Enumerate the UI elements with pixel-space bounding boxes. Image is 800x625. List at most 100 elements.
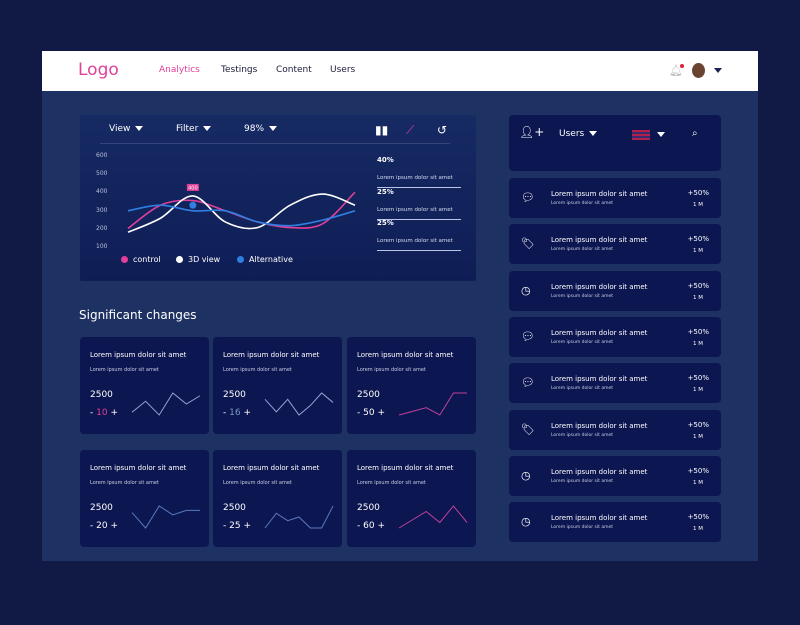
bar-chart-icon[interactable]: ▮▮ [375,123,389,137]
chart-card: View Filter 98% ▮▮ ⟋ ↺ 600 500 400 300 2… [80,115,476,281]
series-alternative [127,204,356,227]
decrement-button[interactable]: - [90,521,94,531]
change-card[interactable]: Lorem ipsum dolor sit amet Lorem ipsum d… [80,337,209,434]
card-subtitle: Lorem ipsum dolor sit amet [223,367,292,373]
change-card[interactable]: Lorem ipsum dolor sit amet Lorem ipsum d… [347,337,476,434]
list-item[interactable]: ◷ Lorem ipsum dolor sit amet Lorem ipsum… [509,270,721,311]
list-item[interactable]: 🏷︎ Lorem ipsum dolor sit amet Lorem ipsu… [509,224,721,265]
card-title: Lorem ipsum dolor sit amet [90,464,187,472]
row-subtitle: Lorem ipsum dolor sit amet [551,293,613,299]
tag-icon: 🏷︎ [521,422,535,436]
count: 50 [363,408,375,418]
count: 60 [363,521,375,531]
list-item[interactable]: 💬︎ Lorem ipsum dolor sit amet Lorem ipsu… [509,363,721,404]
increment-button[interactable]: + [243,521,251,531]
decrement-button[interactable]: - [90,408,94,418]
decrement-button[interactable]: - [223,521,227,531]
add-user-icon[interactable]: 👤︎+ [519,125,545,139]
top-nav: Logo Analytics Testings Content Users 🔔︎ [42,51,758,91]
search-icon[interactable]: ⌕ [692,128,698,139]
nav-analytics[interactable]: Analytics [159,65,200,75]
increment-button[interactable]: + [110,408,118,418]
chevron-down-icon[interactable] [714,68,722,73]
count: 10 [96,408,108,418]
card-stepper: - 50 + [357,408,385,418]
legend-control[interactable]: control [121,255,161,264]
change-card[interactable]: Lorem ipsum dolor sit amet Lorem ipsum d… [347,450,476,547]
dashboard: Logo Analytics Testings Content Users 🔔︎… [42,51,758,561]
card-stepper: - 10 + [90,408,118,418]
logo[interactable]: Logo [78,60,119,80]
bell-icon[interactable]: 🔔︎ [669,64,684,77]
list-item[interactable]: 🏷︎ Lorem ipsum dolor sit amet Lorem ipsu… [509,409,721,450]
chevron-down-icon[interactable] [657,132,665,137]
row-percent: +50% [687,466,709,475]
legend-alternative[interactable]: Alternative [237,255,293,264]
change-card[interactable]: Lorem ipsum dolor sit amet Lorem ipsum d… [213,337,342,434]
row-percent: +50% [687,189,709,197]
sparkline-line [131,392,201,416]
row-subtitle: Lorem ipsum dolor sit amet [551,432,613,438]
row-subtitle: Lorem ipsum dolor sit amet [551,247,613,253]
row-title: Lorem ipsum dolor sit amet [551,375,648,384]
chat-icon: 💬︎ [521,329,535,343]
row-percent: +50% [687,235,709,244]
line-chart-icon[interactable]: ⟋ [406,123,415,137]
list-item[interactable]: 💬︎ Lorem ipsum dolor sit amet Lorem ipsu… [509,178,721,218]
card-stepper: - 25 + [223,521,251,531]
flag-icon[interactable] [632,130,650,140]
increment-button[interactable]: + [377,408,385,418]
increment-button[interactable]: + [243,408,251,418]
filter-dropdown[interactable]: Filter [176,124,212,134]
row-title: Lorem ipsum dolor sit amet [551,282,648,291]
row-amount: 1 M [693,340,703,347]
view-dropdown[interactable]: View [109,124,144,134]
history-icon[interactable]: ↺ [437,123,448,137]
count: 20 [96,521,108,531]
zoom-dropdown[interactable]: 98% [244,124,278,134]
increment-button[interactable]: + [377,521,385,531]
row-subtitle: Lorem ipsum dolor sit amet [551,386,613,392]
sparkline-line [264,392,334,416]
list-item[interactable]: ◷ Lorem ipsum dolor sit amet Lorem ipsum… [509,455,721,496]
decrement-button[interactable]: - [357,521,361,531]
row-title: Lorem ipsum dolor sit amet [551,467,648,476]
card-title: Lorem ipsum dolor sit amet [90,351,187,359]
y-tick: 300 [96,207,108,214]
row-subtitle: Lorem ipsum dolor sit amet [551,478,613,484]
tooltip-label: 400 [188,185,198,191]
card-value: 2500 [90,390,113,400]
data-point-marker[interactable] [189,201,197,209]
card-stepper: - 20 + [90,521,118,531]
increment-button[interactable]: + [110,521,118,531]
row-amount: 1 M [693,387,703,394]
row-amount: 1 M [693,294,703,301]
series-3d-view [127,193,356,233]
sparkline [264,505,334,529]
row-subtitle: Lorem ipsum dolor sit amet [551,201,613,206]
decrement-button[interactable]: - [357,408,361,418]
decrement-button[interactable]: - [223,408,227,418]
nav-users[interactable]: Users [330,65,356,75]
section-title: Significant changes [79,308,197,322]
legend-3d-view[interactable]: 3D view [176,255,220,264]
chat-icon: 💬︎ [521,191,535,204]
users-dropdown[interactable]: Users [559,129,598,139]
change-card[interactable]: Lorem ipsum dolor sit amet Lorem ipsum d… [80,450,209,547]
change-card[interactable]: Lorem ipsum dolor sit amet Lorem ipsum d… [213,450,342,547]
y-tick: 100 [96,243,108,250]
list-item[interactable]: 💬︎ Lorem ipsum dolor sit amet Lorem ipsu… [509,316,721,357]
nav-testings[interactable]: Testings [221,65,258,75]
tag-icon: 🏷︎ [521,237,535,251]
list-item[interactable]: ◷ Lorem ipsum dolor sit amet Lorem ipsum… [509,502,721,543]
row-title: Lorem ipsum dolor sit amet [551,421,648,430]
divider [100,143,450,144]
row-amount: 1 M [693,479,703,486]
clock-icon: ◷ [521,468,531,482]
nav-content[interactable]: Content [276,65,312,75]
row-amount: 1 M [693,248,703,255]
row-amount: 1 M [693,526,703,533]
stat-item: 40% Lorem ipsum dolor sit amet [377,156,461,188]
row-amount: 1 M [693,433,703,440]
avatar[interactable] [692,63,705,78]
